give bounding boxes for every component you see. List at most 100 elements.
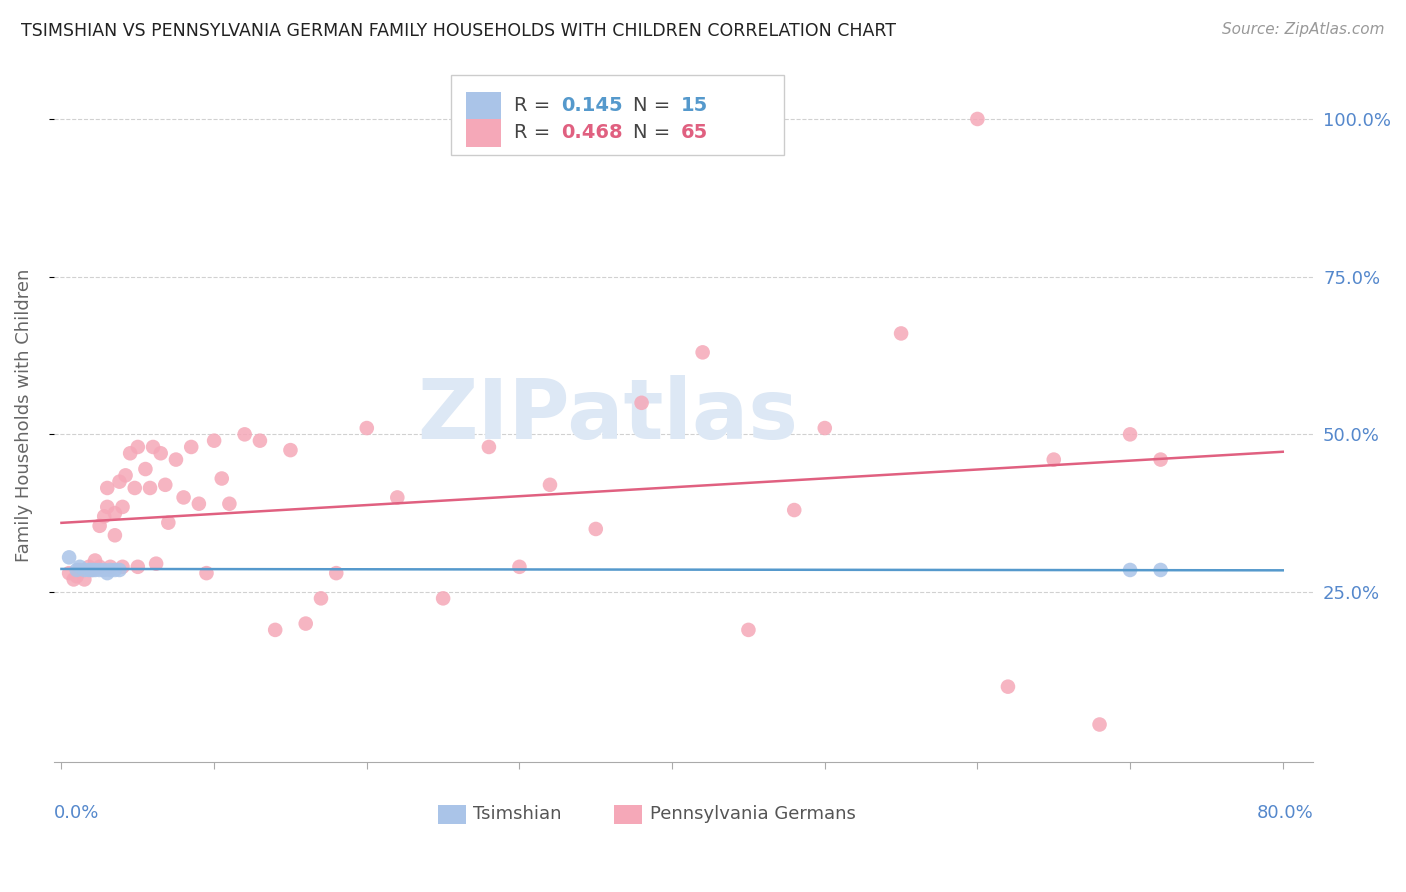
Text: ZIPatlas: ZIPatlas [418,375,799,456]
Point [538,478,561,492]
Text: TSIMSHIAN VS PENNSYLVANIA GERMAN FAMILY HOUSEHOLDS WITH CHILDREN CORRELATION CHA: TSIMSHIAN VS PENNSYLVANIA GERMAN FAMILY … [21,22,896,40]
Y-axis label: Family Households with Children: Family Households with Children [15,268,32,562]
Point [98,559,121,574]
Text: N =: N = [633,123,676,143]
Point [93,509,115,524]
Bar [465,92,501,120]
Point [111,500,134,514]
Point [1042,452,1064,467]
Point [62,573,84,587]
Point [325,566,347,581]
Point [73,573,96,587]
Point [294,616,316,631]
Point [814,421,837,435]
Point [249,434,271,448]
Point [585,522,607,536]
Point [77,559,100,574]
Text: N =: N = [633,96,676,115]
Point [96,500,118,514]
Point [69,559,91,574]
Bar [614,805,643,824]
Point [1119,563,1142,577]
Point [104,528,127,542]
Point [80,563,103,577]
Point [66,569,89,583]
Point [233,427,256,442]
Point [202,434,225,448]
Point [783,503,806,517]
Point [157,516,180,530]
Point [1149,452,1171,467]
Point [165,452,187,467]
Point [218,497,240,511]
Text: Source: ZipAtlas.com: Source: ZipAtlas.com [1222,22,1385,37]
Point [356,421,378,435]
Point [142,440,165,454]
Text: 0.468: 0.468 [561,123,623,143]
Point [997,680,1019,694]
Point [111,559,134,574]
Point [478,440,501,454]
Point [120,446,142,460]
Point [280,443,302,458]
Text: 65: 65 [681,123,709,143]
Point [89,563,111,577]
Point [180,440,202,454]
Point [149,446,172,460]
Point [58,550,80,565]
Text: 0.145: 0.145 [561,96,623,115]
Point [124,481,146,495]
Point [127,559,149,574]
Point [145,557,167,571]
Point [96,566,118,581]
Point [80,563,103,577]
Point [104,563,127,577]
FancyBboxPatch shape [450,76,785,155]
Point [69,563,91,577]
Point [84,553,107,567]
Point [1149,563,1171,577]
Text: 80.0%: 80.0% [1257,804,1313,822]
Point [66,563,89,577]
Point [966,112,988,126]
Point [77,563,100,577]
Point [1088,717,1111,731]
Point [98,563,121,577]
Text: Pennsylvania Germans: Pennsylvania Germans [650,805,855,823]
Text: R =: R = [513,96,555,115]
Point [134,462,156,476]
Point [195,566,218,581]
Point [387,491,409,505]
Point [58,566,80,581]
Point [89,518,111,533]
Point [89,559,111,574]
Point [630,396,652,410]
Point [93,563,115,577]
Point [508,559,530,574]
Point [73,563,96,577]
Point [211,471,233,485]
Text: 0.0%: 0.0% [53,804,100,822]
Point [84,563,107,577]
Text: 15: 15 [681,96,709,115]
Text: R =: R = [513,123,555,143]
Point [890,326,912,341]
Point [187,497,209,511]
Point [96,481,118,495]
Point [692,345,714,359]
Point [155,478,177,492]
Point [264,623,287,637]
Point [737,623,759,637]
Point [108,563,131,577]
Point [127,440,149,454]
Point [432,591,454,606]
Bar [437,805,465,824]
Point [139,481,162,495]
Point [108,475,131,489]
Point [114,468,136,483]
Point [309,591,332,606]
Bar [465,119,501,147]
Point [173,491,195,505]
Point [104,506,127,520]
Point [1119,427,1142,442]
